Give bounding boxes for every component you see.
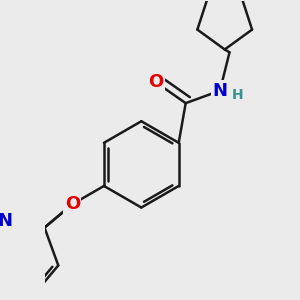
Text: N: N	[212, 82, 227, 100]
Text: O: O	[148, 73, 164, 91]
Text: N: N	[0, 212, 12, 230]
Text: H: H	[231, 88, 243, 101]
Text: O: O	[65, 195, 80, 213]
